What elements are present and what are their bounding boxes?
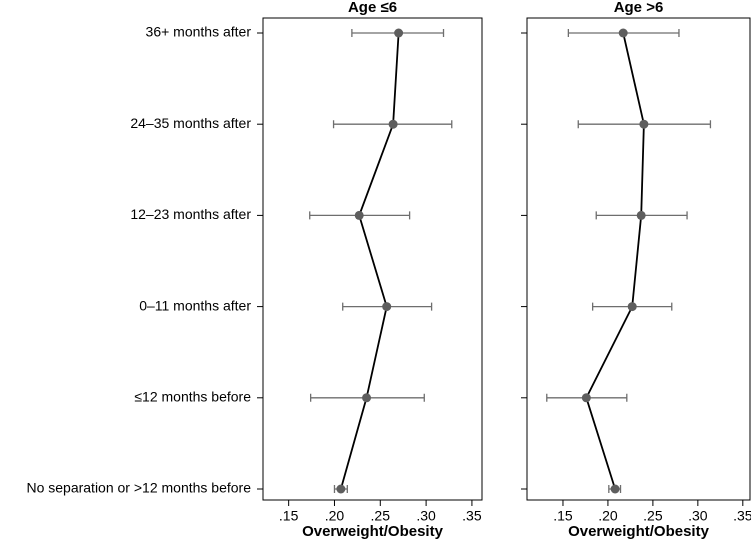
x-tick-label: .25 [643,508,663,524]
y-tick-label: 36+ months after [146,24,252,40]
x-tick-label: .15 [553,508,573,524]
point [362,393,372,403]
point [618,28,628,38]
x-tick-label: .20 [325,508,345,524]
x-tick-label: .15 [279,508,299,524]
point [627,302,637,312]
x-tick-label: .30 [688,508,708,524]
point [336,484,346,494]
plot-frame [262,17,483,501]
point [636,210,646,220]
point [388,119,398,129]
x-tick-label: .35 [462,508,482,524]
y-tick-label: ≤12 months before [134,389,251,405]
x-tick-label: .35 [733,508,751,524]
y-tick-label: No separation or >12 months before [26,480,251,496]
point [354,210,364,220]
connecting-line [340,32,400,490]
y-tick-label: 0–11 months after [139,297,251,313]
point [394,28,404,38]
x-tick-label: .20 [598,508,618,524]
y-tick-label: 24–35 months after [130,115,251,131]
x-axis-label: Overweight/Obesity [568,523,710,540]
point [610,484,620,494]
plot-frame [526,17,751,501]
panel-title: Age ≤6 [348,0,397,16]
connecting-line [585,32,645,490]
point [382,302,392,312]
x-tick-label: .30 [416,508,436,524]
point [581,393,591,403]
y-tick-label: 12–23 months after [130,206,251,222]
point [639,119,649,129]
panel-title: Age >6 [614,0,664,16]
x-axis-label: Overweight/Obesity [302,523,444,540]
x-tick-label: .25 [371,508,391,524]
